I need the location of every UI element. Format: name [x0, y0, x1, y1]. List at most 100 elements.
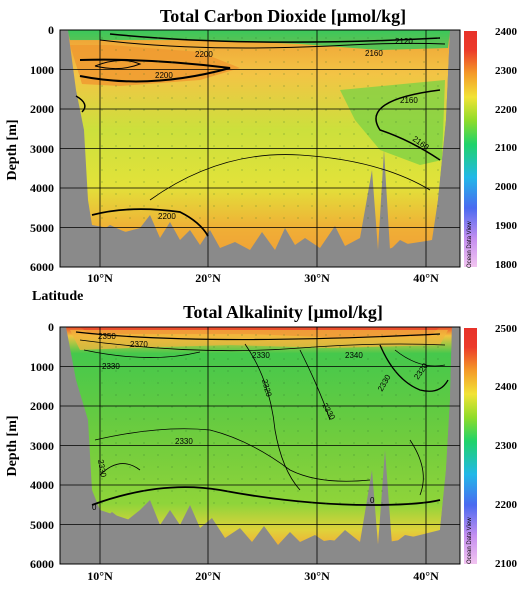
colorbar-tick: 1900	[495, 220, 518, 232]
panel-total-carbon-dioxide: Total Carbon Dioxide [µmol/kg] 2200 2200…	[5, 6, 518, 304]
y-tick-label: 2000	[30, 399, 54, 413]
sample-dot	[423, 205, 425, 207]
sample-dot	[171, 430, 173, 432]
sample-dot	[199, 418, 201, 420]
sample-dot	[381, 157, 383, 159]
sample-dot	[269, 217, 271, 219]
sample-dot	[185, 37, 187, 39]
sample-dot	[171, 85, 173, 87]
sample-dot	[409, 97, 411, 99]
sample-dot	[297, 418, 299, 420]
sample-dot	[185, 109, 187, 111]
sample-dot	[423, 157, 425, 159]
sample-dot	[297, 61, 299, 63]
sample-dot	[213, 418, 215, 420]
sample-dot	[339, 478, 341, 480]
sample-dot	[353, 370, 355, 372]
sample-dot	[283, 346, 285, 348]
sample-dot	[213, 133, 215, 135]
sample-dot	[213, 490, 215, 492]
contour-label: 0	[92, 503, 97, 512]
sample-dot	[325, 370, 327, 372]
sample-dot	[395, 502, 397, 504]
sample-dot	[353, 502, 355, 504]
sample-dot	[325, 49, 327, 51]
sample-dot	[101, 145, 103, 147]
sample-dot	[381, 61, 383, 63]
sample-dot	[367, 217, 369, 219]
sample-dot	[171, 157, 173, 159]
y-tick-label: 4000	[30, 478, 54, 492]
sample-dot	[157, 181, 159, 183]
sample-dot	[297, 370, 299, 372]
sample-dot	[325, 121, 327, 123]
sample-dot	[269, 193, 271, 195]
sample-dot	[227, 205, 229, 207]
sample-dot	[213, 181, 215, 183]
sample-dot	[437, 418, 439, 420]
sample-dot	[353, 430, 355, 432]
panel-total-alkalinity: Total Alkalinity [µmol/kg] 2330 2350 237…	[5, 302, 518, 583]
sample-dot	[199, 157, 201, 159]
sample-dot	[255, 145, 257, 147]
sample-dot	[409, 193, 411, 195]
sample-dot	[311, 454, 313, 456]
sample-dot	[339, 49, 341, 51]
sample-dot	[423, 121, 425, 123]
sample-dot	[101, 133, 103, 135]
sample-dot	[269, 454, 271, 456]
sample-dot	[101, 37, 103, 39]
sample-dot	[157, 73, 159, 75]
sample-dot	[199, 37, 201, 39]
sample-dot	[227, 466, 229, 468]
sample-dot	[297, 169, 299, 171]
low-co2-zone	[340, 80, 445, 165]
sample-dot	[395, 370, 397, 372]
sample-dot	[199, 346, 201, 348]
sample-dot	[437, 181, 439, 183]
sample-dot	[255, 406, 257, 408]
sample-dot	[311, 145, 313, 147]
sample-dot	[255, 418, 257, 420]
sample-dot	[143, 217, 145, 219]
sample-dot	[409, 370, 411, 372]
sample-dot	[241, 334, 243, 336]
sample-dot	[339, 85, 341, 87]
sample-dot	[171, 133, 173, 135]
sample-dot	[227, 169, 229, 171]
sample-dot	[227, 358, 229, 360]
sample-dot	[115, 370, 117, 372]
sample-dot	[143, 490, 145, 492]
sample-dot	[381, 358, 383, 360]
sample-dot	[101, 205, 103, 207]
sample-dot	[129, 334, 131, 336]
sample-dot	[297, 490, 299, 492]
sample-dot	[101, 157, 103, 159]
sample-dot	[227, 49, 229, 51]
sample-dot	[297, 382, 299, 384]
sample-dot	[283, 442, 285, 444]
sample-dot	[157, 334, 159, 336]
sample-dot	[283, 502, 285, 504]
sample-dot	[325, 85, 327, 87]
sample-dot	[241, 97, 243, 99]
sample-dot	[185, 418, 187, 420]
sample-dot	[283, 109, 285, 111]
sample-dot	[241, 370, 243, 372]
contour-label: 2370	[130, 340, 148, 349]
sample-dot	[423, 478, 425, 480]
sample-dot	[269, 109, 271, 111]
sample-dot	[115, 61, 117, 63]
sample-dot	[395, 478, 397, 480]
y-tick-label: 3000	[30, 142, 54, 156]
sample-dot	[171, 382, 173, 384]
sample-dot	[227, 442, 229, 444]
sample-dot	[255, 478, 257, 480]
sample-dot	[241, 442, 243, 444]
sample-dot	[423, 418, 425, 420]
sample-dot	[213, 49, 215, 51]
sample-dot	[157, 61, 159, 63]
sample-dot	[101, 49, 103, 51]
sample-dot	[409, 133, 411, 135]
sample-dot	[185, 181, 187, 183]
